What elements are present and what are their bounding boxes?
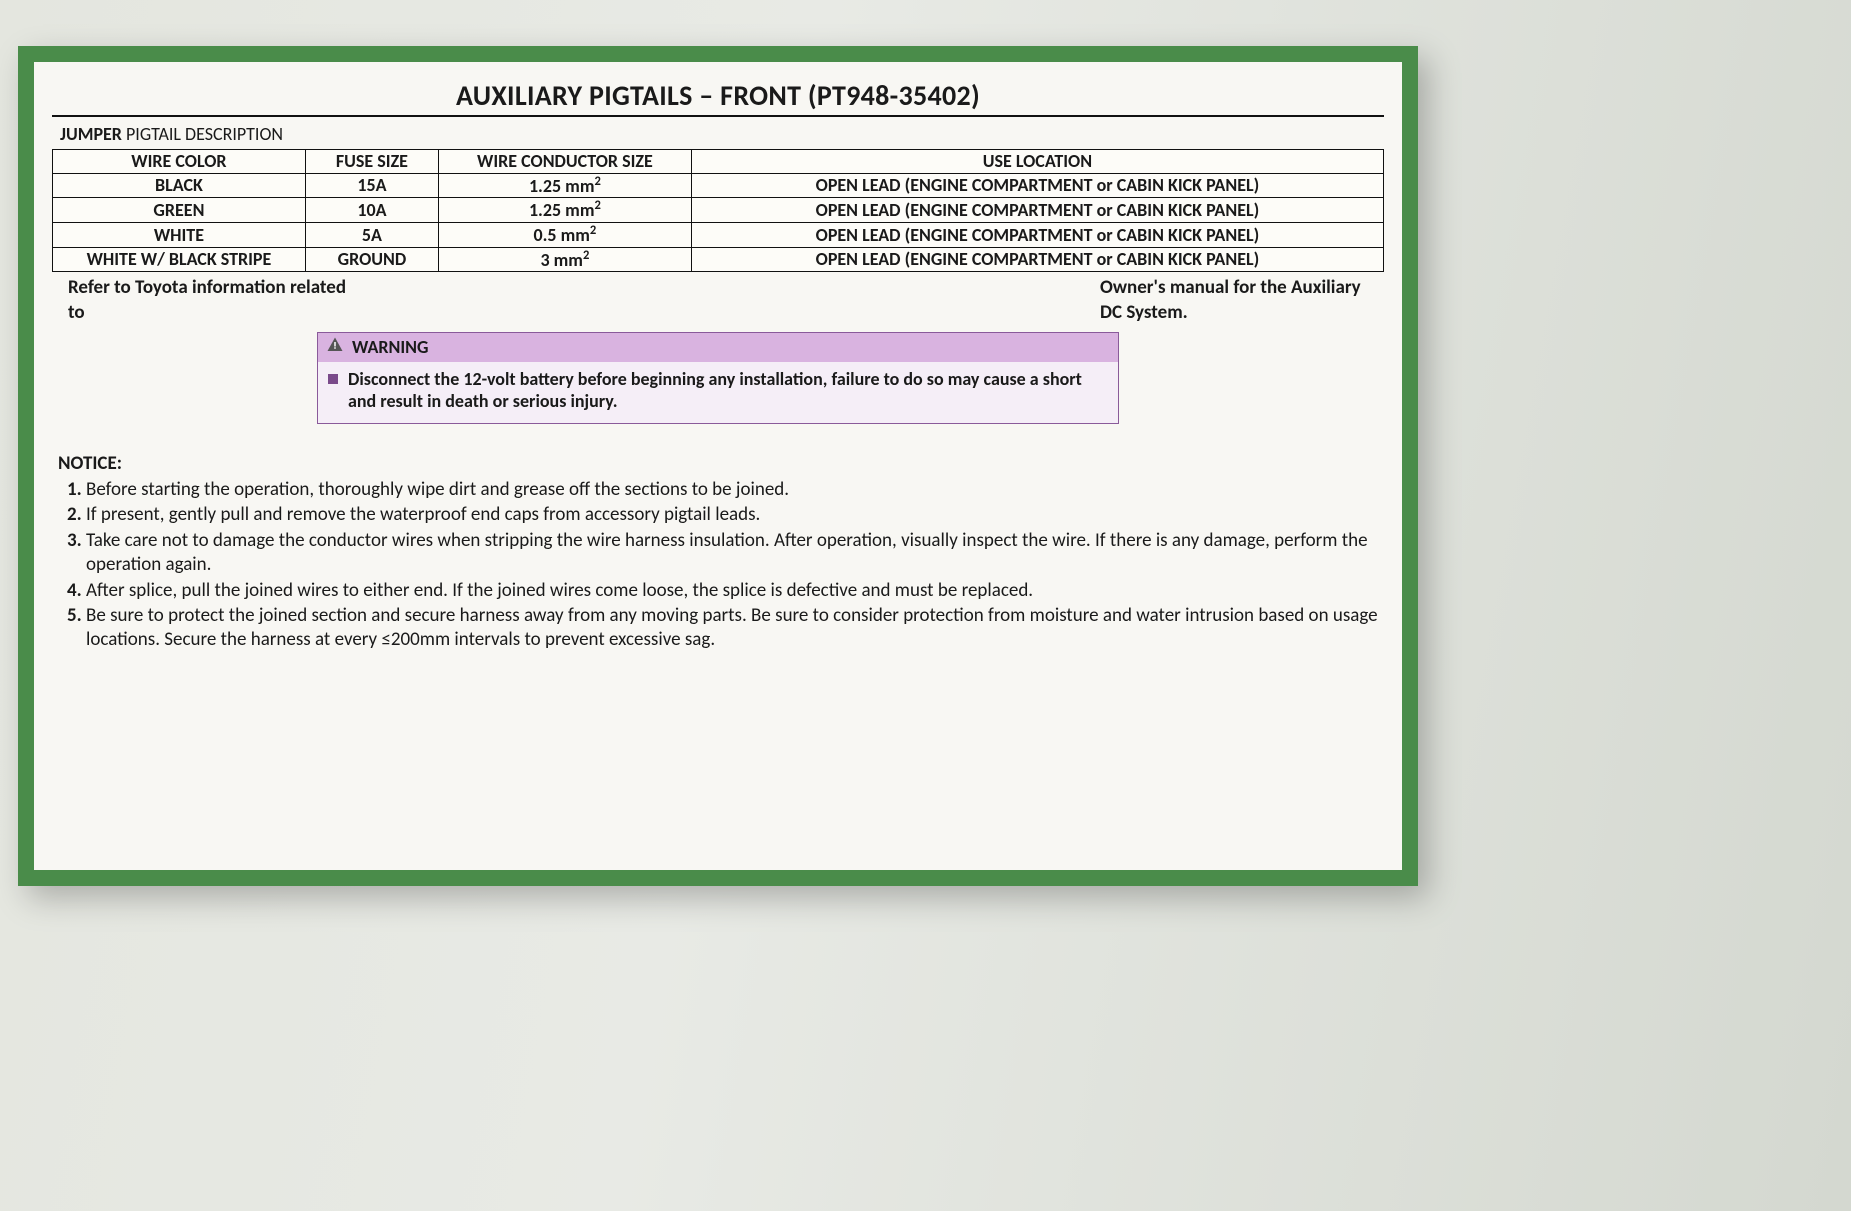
conductor-size-value: 1.25 mm [529, 199, 595, 221]
cell-wire-color: GREEN [53, 198, 306, 223]
notice-item: After splice, pull the joined wires to e… [86, 579, 1378, 603]
table-header-row: WIRE COLOR FUSE SIZE WIRE CONDUCTOR SIZE… [53, 150, 1384, 174]
col-header-wire-color: WIRE COLOR [53, 150, 306, 174]
conductor-size-value: 3 mm [540, 249, 582, 271]
table-head: WIRE COLOR FUSE SIZE WIRE CONDUCTOR SIZE… [53, 150, 1384, 174]
cell-use-location: OPEN LEAD (ENGINE COMPARTMENT or CABIN K… [691, 173, 1383, 198]
warning-box: WARNING Disconnect the 12-volt battery b… [317, 332, 1119, 424]
notice-list: Before starting the operation, thoroughl… [58, 478, 1378, 652]
col-header-conductor-size: WIRE CONDUCTOR SIZE [438, 150, 691, 174]
refer-right-text: Owner's manual for the Auxiliary DC Syst… [1100, 276, 1380, 325]
notice-item: Before starting the operation, thoroughl… [86, 478, 1378, 502]
conductor-size-value: 0.5 mm [534, 224, 590, 246]
cell-fuse-size: 15A [305, 173, 438, 198]
warning-body: Disconnect the 12-volt battery before be… [318, 362, 1118, 423]
cell-use-location: OPEN LEAD (ENGINE COMPARTMENT or CABIN K… [691, 198, 1383, 223]
cell-fuse-size: GROUND [305, 247, 438, 272]
cell-fuse-size: 5A [305, 223, 438, 248]
cell-wire-color: WHITE [53, 223, 306, 248]
section-label-bold: JUMPER [60, 123, 122, 145]
warning-triangle-icon [326, 336, 344, 359]
conductor-size-exponent: 2 [590, 223, 596, 238]
title-rule [52, 115, 1384, 117]
notice-item: If present, gently pull and remove the w… [86, 503, 1378, 527]
warning-text: Disconnect the 12-volt battery before be… [348, 368, 1108, 413]
cell-wire-color: WHITE W/ BLACK STRIPE [53, 247, 306, 272]
conductor-size-value: 1.25 mm [529, 175, 595, 197]
conductor-size-exponent: 2 [594, 198, 600, 213]
page-background: AUXILIARY PIGTAILS – FRONT (PT948-35402)… [0, 0, 1851, 1211]
cell-fuse-size: 10A [305, 198, 438, 223]
table-row: BLACK15A1.25 mm2OPEN LEAD (ENGINE COMPAR… [53, 173, 1384, 198]
pigtail-table: WIRE COLOR FUSE SIZE WIRE CONDUCTOR SIZE… [52, 149, 1384, 272]
cell-conductor-size: 3 mm2 [438, 247, 691, 272]
refer-left-text: Refer to Toyota information related to [68, 276, 348, 325]
col-header-use-location: USE LOCATION [691, 150, 1383, 174]
cell-conductor-size: 0.5 mm2 [438, 223, 691, 248]
table-row: WHITE5A0.5 mm2OPEN LEAD (ENGINE COMPARTM… [53, 223, 1384, 248]
square-bullet-icon [328, 374, 338, 384]
notice-item: Take care not to damage the conductor wi… [86, 529, 1378, 577]
cell-conductor-size: 1.25 mm2 [438, 198, 691, 223]
cell-use-location: OPEN LEAD (ENGINE COMPARTMENT or CABIN K… [691, 223, 1383, 248]
page-title: AUXILIARY PIGTAILS – FRONT (PT948-35402) [52, 78, 1384, 113]
col-header-fuse-size: FUSE SIZE [305, 150, 438, 174]
card-inner: AUXILIARY PIGTAILS – FRONT (PT948-35402)… [34, 62, 1402, 674]
warning-header: WARNING [318, 333, 1118, 362]
conductor-size-exponent: 2 [594, 174, 600, 189]
notice-item: Be sure to protect the joined section an… [86, 604, 1378, 652]
refer-row: Refer to Toyota information related to O… [52, 272, 1384, 325]
conductor-size-exponent: 2 [583, 248, 589, 263]
notice-title: NOTICE: [58, 452, 1378, 476]
instruction-card: AUXILIARY PIGTAILS – FRONT (PT948-35402)… [18, 46, 1418, 886]
table-row: WHITE W/ BLACK STRIPEGROUND3 mm2OPEN LEA… [53, 247, 1384, 272]
section-label-rest: PIGTAIL DESCRIPTION [122, 123, 283, 145]
table-body: BLACK15A1.25 mm2OPEN LEAD (ENGINE COMPAR… [53, 173, 1384, 272]
cell-use-location: OPEN LEAD (ENGINE COMPARTMENT or CABIN K… [691, 247, 1383, 272]
notice-block: NOTICE: Before starting the operation, t… [52, 452, 1384, 652]
section-label: JUMPER PIGTAIL DESCRIPTION [60, 123, 1384, 145]
warning-label: WARNING [352, 336, 429, 358]
cell-wire-color: BLACK [53, 173, 306, 198]
table-row: GREEN10A1.25 mm2OPEN LEAD (ENGINE COMPAR… [53, 198, 1384, 223]
cell-conductor-size: 1.25 mm2 [438, 173, 691, 198]
